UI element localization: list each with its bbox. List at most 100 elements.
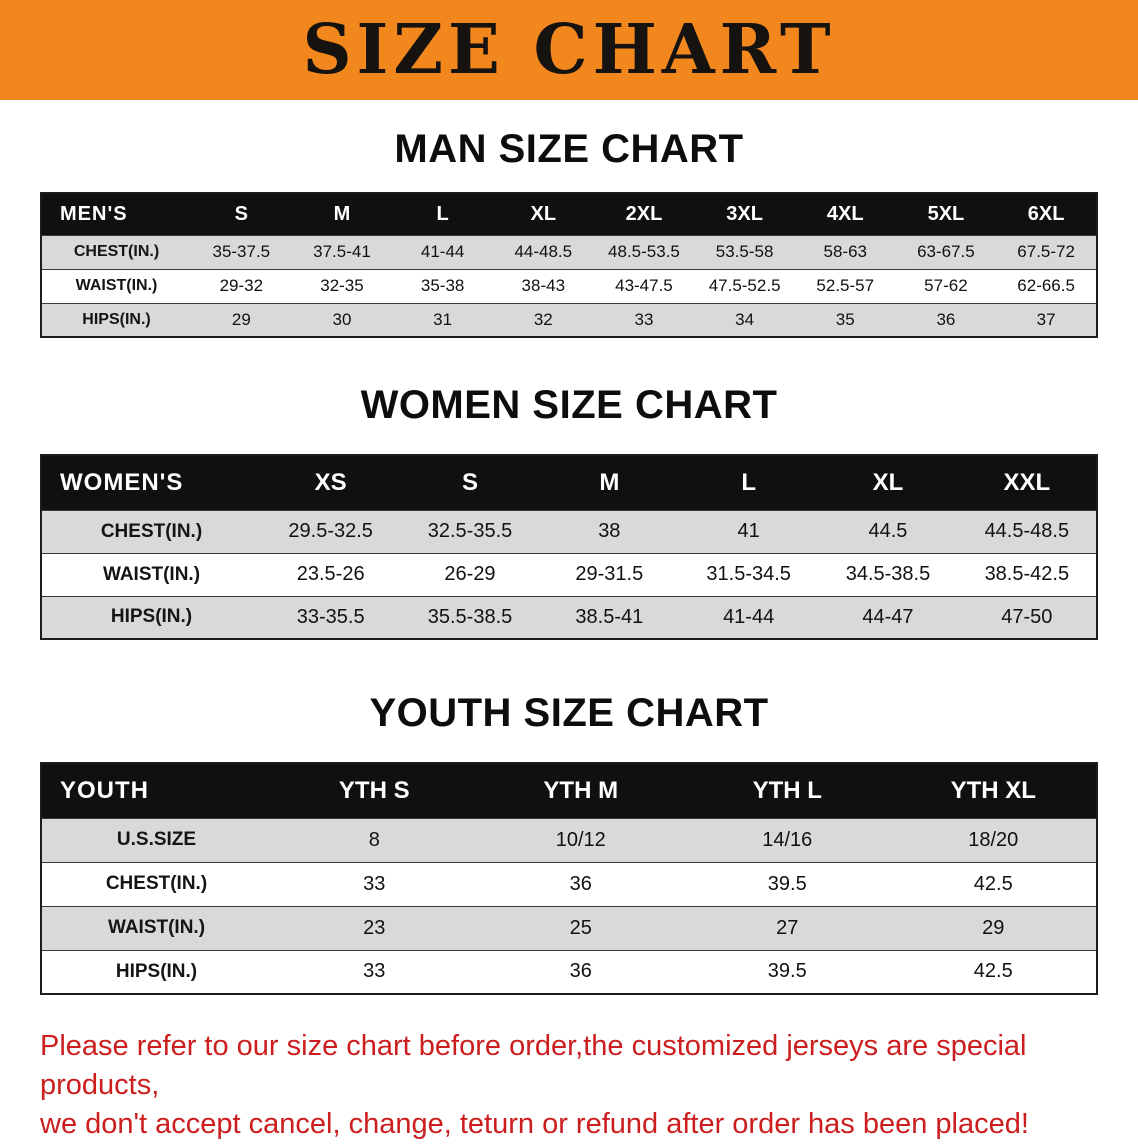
size-value-cell: 44-47 (862, 605, 914, 628)
size-value-cell: 29-31.5 (575, 563, 644, 585)
size-value-cell: 36 (569, 960, 592, 983)
size-value-cell: 35-38 (420, 276, 465, 295)
size-column-header: M (333, 202, 351, 225)
men-size-table: MEN'S S M L XL 2XL 3XL 4XL 5XL 6XL CHEST(IN.) 35-37… (40, 192, 1098, 338)
size-column-header: L (741, 468, 756, 496)
size-value-cell: 35 (835, 309, 855, 329)
size-value-cell: 39.5 (767, 960, 807, 983)
size-chart-banner: SIZE CHART (0, 0, 1138, 100)
row-label: U.S.SIZE (116, 829, 197, 850)
youth-section-heading: YOUTH SIZE CHART (369, 691, 769, 735)
youth-size-table: YOUTH YTH S YTH M YTH L YTH XL U.S.SIZE 8 10/12… (40, 762, 1098, 995)
size-column-header: S (234, 202, 248, 225)
size-value-cell: 62-66.5 (1017, 276, 1075, 295)
size-value-cell: 33 (363, 960, 386, 983)
row-label: CHEST(IN.) (73, 243, 160, 260)
row-label: WAIST(IN.) (107, 917, 206, 938)
size-value-cell: 29-32 (219, 276, 264, 295)
size-column-header: YTH L (752, 776, 822, 804)
size-value-cell: 18/20 (968, 828, 1019, 851)
table-row: U.S.SIZE 8 10/12 14/16 18/20 (41, 818, 1097, 862)
size-column-header: YTH M (543, 776, 619, 804)
size-value-cell: 53.5-58 (715, 242, 774, 261)
size-value-cell: 43-47.5 (615, 276, 673, 295)
row-label: CHEST(IN.) (105, 873, 208, 894)
size-value-cell: 41 (737, 520, 760, 542)
size-value-cell: 39.5 (767, 872, 807, 895)
size-column-header: XL (872, 468, 904, 496)
size-value-cell: 37.5-41 (313, 242, 371, 261)
size-value-cell: 32 (533, 309, 553, 329)
size-value-cell: 37 (1036, 309, 1056, 329)
table-row: WAIST(IN.) 23.5-26 26-29 29-31.5 31.5-34.5 34… (41, 553, 1097, 596)
size-value-cell: 44.5 (868, 520, 908, 542)
size-value-cell: 14/16 (762, 828, 813, 851)
size-value-cell: 25 (569, 916, 592, 939)
size-value-cell: 23.5-26 (296, 563, 365, 585)
size-value-cell: 38.5-42.5 (984, 563, 1070, 585)
disclaimer-line: we don't accept cancel, change, teturn o… (40, 1108, 1029, 1141)
size-value-cell: 29.5-32.5 (288, 520, 373, 542)
size-value-cell: 38-43 (521, 276, 566, 295)
size-value-cell: 32.5-35.5 (427, 520, 513, 542)
men-section-heading: MAN SIZE CHART (394, 127, 744, 171)
size-column-header: XS (314, 468, 347, 496)
size-value-cell: 57-62 (924, 276, 968, 295)
size-value-cell: 42.5 (973, 872, 1013, 895)
size-value-cell: 38 (598, 520, 621, 542)
size-column-header: S (461, 468, 478, 496)
size-value-cell: 47.5-52.5 (708, 276, 781, 295)
size-column-header: 5XL (927, 202, 965, 225)
size-column-header: 6XL (1027, 202, 1065, 225)
size-value-cell: 38.5-41 (575, 605, 644, 628)
size-value-cell: 33 (363, 872, 386, 895)
table-row: CHEST(IN.) 33 36 39.5 42.5 (41, 862, 1097, 906)
size-value-cell: 31 (433, 309, 453, 329)
size-column-header: M (599, 468, 620, 496)
row-label: HIPS(IN.) (82, 310, 151, 328)
table-row: HIPS(IN.) 33-35.5 35.5-38.5 38.5-41 41-44 44-… (41, 596, 1097, 639)
size-column-header: YTH S (338, 776, 410, 804)
women-size-table: WOMEN'S XS S M L XL XXL CHEST(IN.) 29.5-32.5 32.5… (40, 454, 1098, 640)
size-value-cell: 44-48.5 (514, 242, 573, 261)
size-value-cell: 32-35 (320, 276, 364, 295)
size-header-row: YOUTH YTH S YTH M YTH L YTH XL (41, 763, 1097, 818)
size-header-row: WOMEN'S XS S M L XL XXL (41, 455, 1097, 510)
size-column-header: YTH XL (950, 776, 1036, 804)
table-corner-label: MEN'S (60, 202, 128, 225)
size-column-header: 2XL (625, 202, 663, 225)
size-value-cell: 41-44 (420, 242, 465, 261)
size-column-header: L (436, 202, 449, 225)
size-column-header: XXL (1003, 468, 1051, 496)
table-row: CHEST(IN.) 29.5-32.5 32.5-35.5 38 41 44.5 44.5… (41, 510, 1097, 553)
table-corner-label: WOMEN'S (60, 468, 184, 496)
size-column-header: XL (530, 202, 557, 225)
size-value-cell: 27 (776, 916, 799, 939)
size-value-cell: 48.5-53.5 (608, 242, 680, 261)
size-value-cell: 35-37.5 (212, 242, 271, 261)
row-label: HIPS(IN.) (110, 606, 193, 628)
size-value-cell: 26-29 (444, 563, 496, 585)
size-value-cell: 58-63 (823, 242, 867, 261)
size-value-cell: 34 (735, 309, 755, 329)
row-label: WAIST(IN.) (75, 277, 158, 294)
size-column-header: 3XL (726, 202, 763, 225)
size-value-cell: 42.5 (973, 960, 1013, 983)
size-value-cell: 8 (368, 828, 380, 851)
size-value-cell: 67.5-72 (1017, 242, 1075, 261)
disclaimer: Please refer to our size chart before or… (40, 1027, 1096, 1144)
size-value-cell: 33-35.5 (296, 605, 365, 628)
size-value-cell: 31.5-34.5 (706, 563, 791, 585)
table-row: WAIST(IN.) 29-32 32-35 35-38 38-43 43-47.5 47.… (41, 269, 1097, 303)
size-value-cell: 30 (332, 309, 352, 329)
size-value-cell: 36 (936, 309, 956, 329)
size-value-cell: 52.5-57 (816, 276, 875, 295)
row-label: CHEST(IN.) (100, 520, 203, 542)
row-label: WAIST(IN.) (102, 563, 201, 585)
page-title: SIZE CHART (302, 10, 836, 90)
size-value-cell: 63-67.5 (917, 242, 975, 261)
size-value-cell: 44.5-48.5 (984, 520, 1070, 542)
row-label: HIPS(IN.) (115, 960, 198, 982)
size-value-cell: 29 (982, 916, 1005, 939)
